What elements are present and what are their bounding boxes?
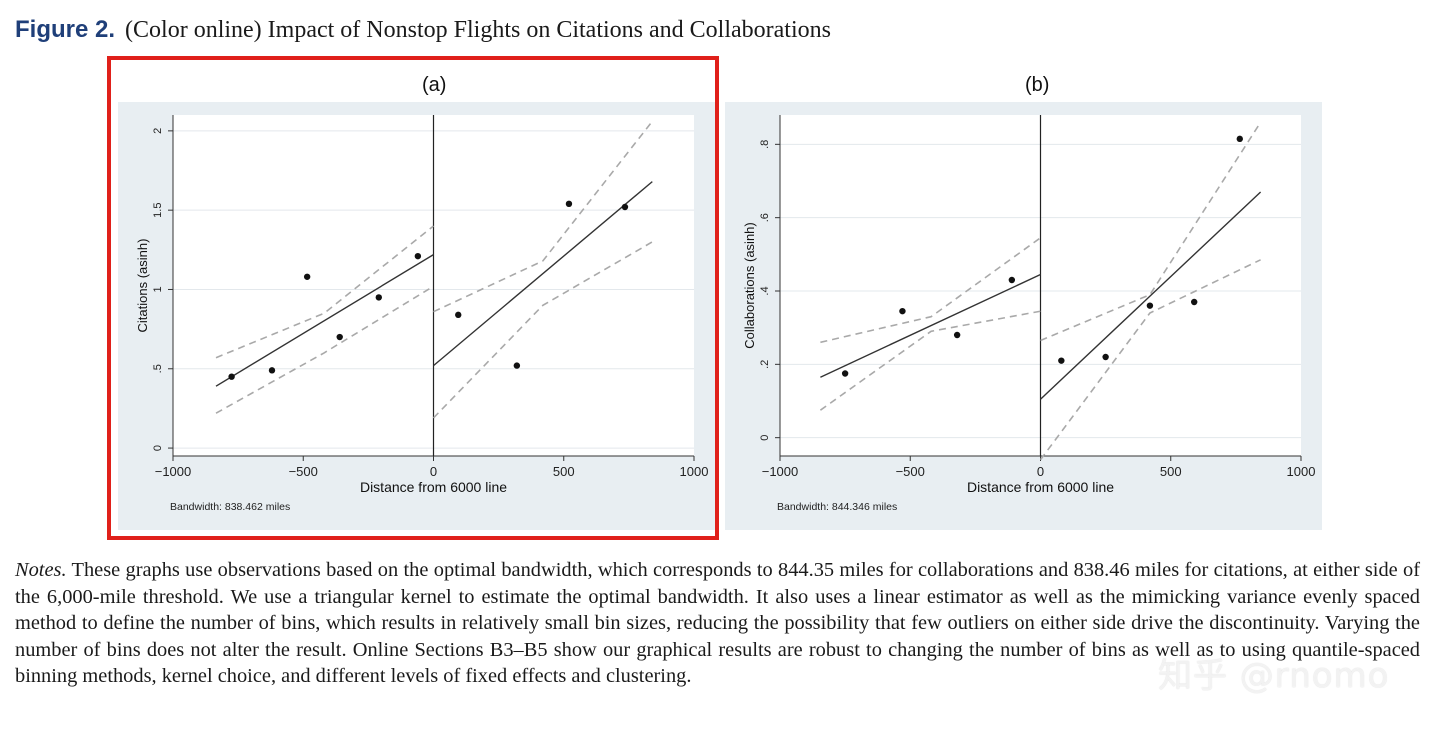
chart-b-data-point (1008, 276, 1016, 284)
chart-b-ytick-label: 0 (759, 435, 771, 441)
chart-b-xtick-label: 0 (1037, 464, 1044, 479)
chart-b-data-point (1190, 298, 1198, 306)
chart-a-xtick-label: 500 (553, 464, 575, 479)
chart-b-bandwidth-note: Bandwidth: 844.346 miles (777, 501, 897, 513)
chart-a-ci-right-lower (432, 241, 653, 419)
figure-label: Figure 2. (15, 16, 116, 43)
figure-caption: Figure 2. (Color online) Impact of Nonsto… (15, 16, 831, 44)
chart-a-data-point (268, 367, 276, 374)
watermark: 知乎 @rnomo (1158, 656, 1390, 696)
chart-b-data-point (899, 307, 906, 315)
chart-a-xtick-label: −500 (289, 464, 318, 479)
chart-a-fit-right (433, 181, 653, 367)
chart-a-xlabel: Distance from 6000 line (360, 479, 507, 495)
chart-a-data-point (455, 311, 462, 319)
chart-a-xtick-label: −1000 (155, 464, 192, 479)
chart-a-bandwidth-note: Bandwidth: 838.462 miles (170, 501, 290, 513)
chart-a-ytick-label: 1.5 (152, 203, 164, 218)
chart-a-data-point (513, 362, 521, 369)
chart-b-data-point (953, 331, 961, 339)
chart-b-ytick-label: .8 (759, 140, 771, 149)
chart-b-ci-right-lower (1039, 259, 1261, 461)
chart-b-data-point (1236, 135, 1243, 143)
chart-b-xtick-label: −500 (896, 464, 925, 479)
notes-label: Notes. (15, 559, 67, 581)
chart-b-xlabel: Distance from 6000 line (967, 479, 1114, 495)
chart-b-data-point (1058, 357, 1065, 364)
notes-text: These graphs use observations based on t… (15, 559, 1420, 688)
chart-a-data-point (621, 203, 629, 211)
chart-b-fit-left (820, 273, 1041, 378)
figure-title: (Color online) Impact of Nonstop Flights… (125, 17, 831, 43)
chart-a-data-point (336, 333, 343, 341)
chart-a-fit-left (215, 254, 434, 387)
chart-b-xtick-label: 1000 (1287, 464, 1316, 479)
panel-b-title: (b) (1025, 74, 1050, 96)
chart-panel-a: 0 .5 1 1.5 2 −1000 −500 0 500 1000 Distance from 6… (118, 102, 715, 530)
chart-a-svg: 0 .5 1 1.5 2 −1000 −500 0 500 1000 Distance from 6… (135, 115, 709, 513)
chart-a-xtick-label: 1000 (680, 464, 709, 479)
chart-a-ci-left-upper (215, 225, 434, 359)
chart-b-xtick-label: −1000 (762, 464, 799, 479)
chart-panel-b: 0 .2 .4 .6 .8 −1000 −500 0 500 1000 Distance from … (725, 102, 1322, 530)
chart-b-fit-right (1040, 191, 1262, 400)
chart-b-ytick-label: .4 (759, 286, 771, 295)
chart-a-ytick-label: 1 (152, 286, 164, 292)
figure-notes: Notes. These graphs use observations bas… (15, 557, 1420, 690)
chart-b-data-point (1146, 302, 1154, 309)
panel-a-title: (a) (422, 74, 447, 96)
chart-b-ci-left-lower (819, 310, 1041, 411)
chart-b-ci-right-upper (1040, 121, 1262, 342)
chart-a-data-point (375, 294, 382, 301)
chart-a-ytick-label: 0 (152, 445, 164, 451)
chart-b-data-point (841, 370, 849, 377)
chart-a-data-point (414, 252, 422, 260)
chart-a-data-point (565, 200, 573, 208)
chart-b-ylabel: Collaborations (asinh) (742, 222, 757, 348)
chart-a-ytick-label: .5 (152, 364, 164, 373)
chart-a-xtick-label: 0 (430, 464, 437, 479)
chart-a-ci-left-lower (215, 285, 434, 414)
chart-a-data-point (228, 373, 235, 380)
chart-a-ylabel: Citations (asinh) (135, 239, 150, 333)
chart-b-ytick-label: .6 (759, 213, 771, 222)
chart-a-ytick-label: 2 (152, 128, 164, 134)
chart-b-ytick-label: .2 (759, 360, 771, 369)
panel-a-highlight-box (107, 56, 719, 540)
chart-b-svg: 0 .2 .4 .6 .8 −1000 −500 0 500 1000 Distance from … (742, 115, 1316, 513)
chart-b-ci-left-upper (820, 237, 1041, 344)
chart-b-data-point (1102, 353, 1109, 361)
chart-a-ci-right-upper (433, 120, 653, 313)
chart-b-xtick-label: 500 (1160, 464, 1182, 479)
chart-a-data-point (303, 273, 311, 280)
